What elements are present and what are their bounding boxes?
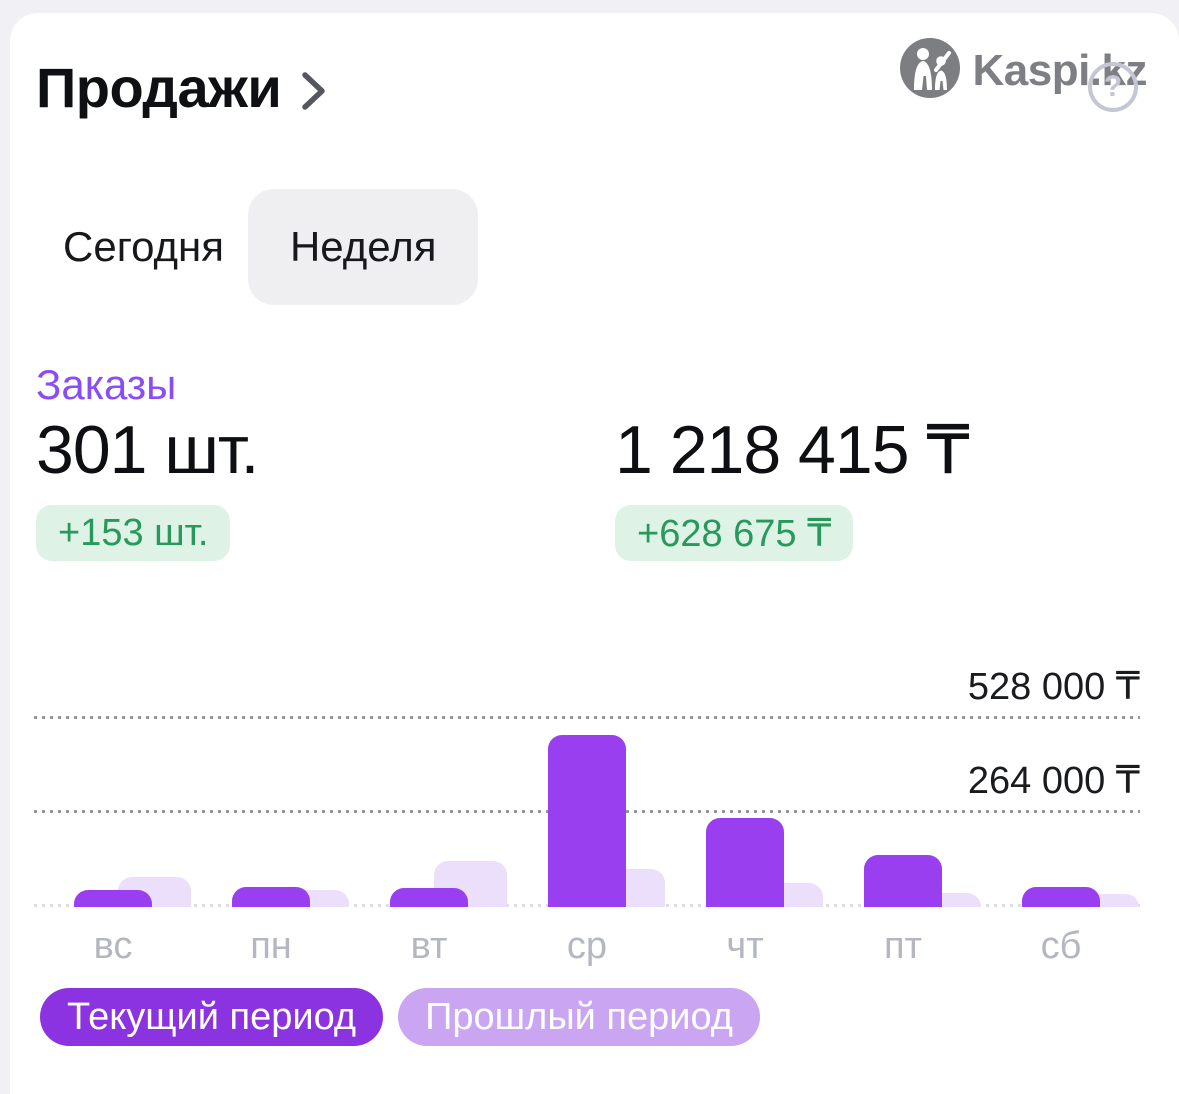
chart-day-labels: вс пн вт ср чт пт сб: [34, 925, 1140, 968]
chart-bar-group: [982, 659, 1140, 907]
period-tabs: Сегодня Неделя: [63, 189, 479, 305]
kaspi-logo-icon: [900, 38, 961, 103]
gridline-label-528k: 528 000 ₸: [967, 666, 1140, 708]
chart-day-label: пн: [250, 925, 292, 967]
orders-count: 301 шт.: [36, 412, 259, 488]
chart-day-label: вс: [93, 925, 133, 967]
current-period-bar[interactable]: [706, 818, 784, 907]
chart-day-label: вт: [410, 925, 448, 967]
legend-current-period[interactable]: Текущий период: [40, 988, 384, 1046]
page-title[interactable]: Продажи: [36, 55, 327, 120]
chart-legend: Текущий период Прошлый период: [40, 988, 760, 1046]
chart-bar-group: [824, 659, 982, 907]
page-title-text: Продажи: [36, 56, 282, 119]
orders-amount-delta-badge: +628 675 ₸: [615, 505, 854, 561]
current-period-bar[interactable]: [864, 855, 942, 907]
weekly-sales-chart: 528 000 ₸ 264 000 ₸: [34, 659, 1140, 907]
chart-bar-group: [666, 659, 824, 907]
chart-day-label: сб: [1040, 925, 1082, 967]
current-period-bar[interactable]: [548, 735, 626, 907]
help-icon-glyph: ?: [1103, 70, 1123, 103]
chart-bar-group: [34, 659, 192, 907]
chart-day-label: чт: [726, 925, 764, 967]
chart-slots: [34, 659, 1140, 907]
current-period-bar[interactable]: [232, 887, 310, 907]
current-period-bar[interactable]: [74, 890, 152, 907]
sales-card: Продажи Kaspi.kz ? Сегодня Неделя Заказы…: [10, 13, 1179, 1094]
help-icon[interactable]: ?: [1088, 62, 1138, 112]
chevron-right-icon: [301, 69, 327, 113]
orders-count-delta-badge: +153 шт.: [36, 505, 231, 561]
tab-today[interactable]: Сегодня: [63, 223, 224, 270]
chart-day-label: ср: [566, 925, 608, 967]
chart-bar-group: [192, 659, 350, 907]
orders-amount: 1 218 415 ₸: [615, 412, 970, 488]
chart-bar-group: [508, 659, 666, 907]
orders-section-label: Заказы: [36, 361, 177, 408]
legend-previous-period[interactable]: Прошлый период: [398, 988, 760, 1046]
current-period-bar[interactable]: [390, 888, 468, 907]
gridline-528k: [34, 716, 1140, 719]
current-period-bar[interactable]: [1022, 887, 1100, 907]
chart-day-label: пт: [884, 925, 922, 967]
tab-week[interactable]: Неделя: [247, 189, 479, 305]
chart-bar-group: [350, 659, 508, 907]
gridline-label-264k: 264 000 ₸: [967, 760, 1140, 802]
